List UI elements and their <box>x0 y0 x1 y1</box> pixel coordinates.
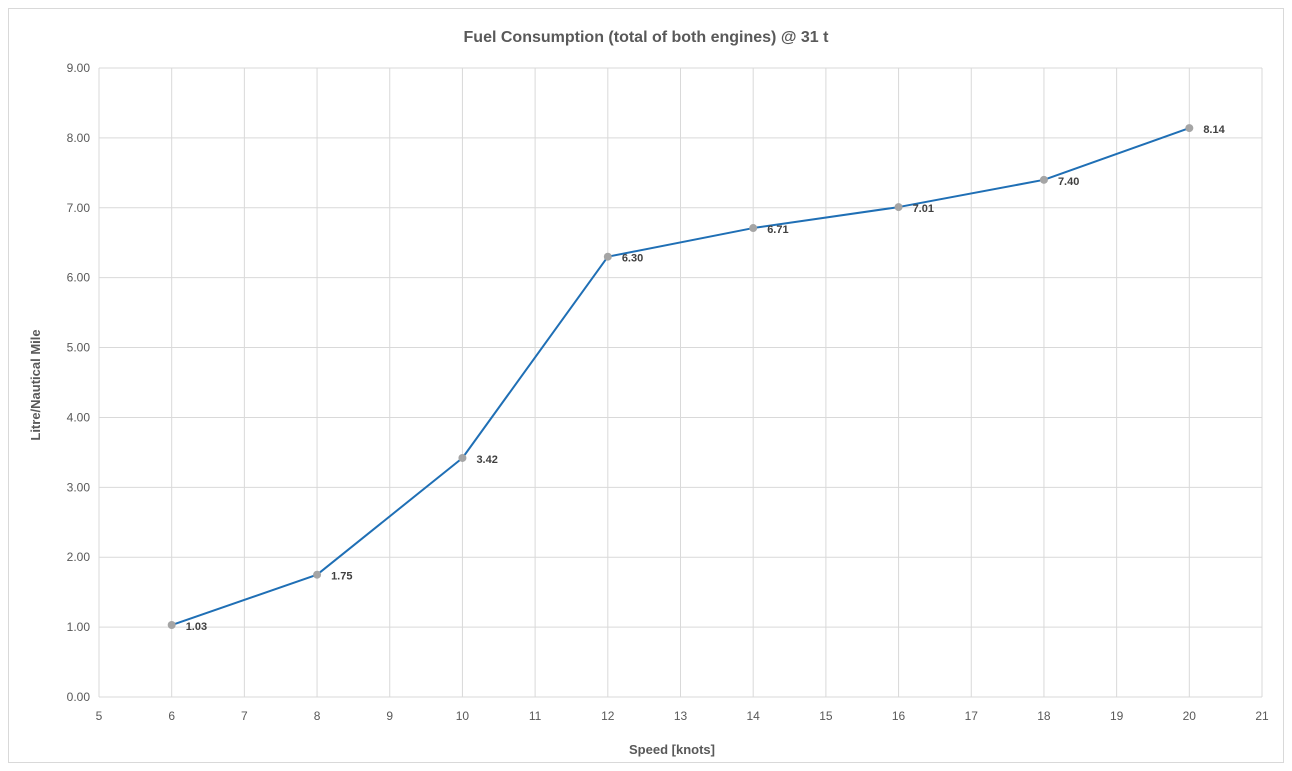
y-tick-label: 1.00 <box>67 620 91 634</box>
x-tick-label: 8 <box>314 709 321 723</box>
gridlines <box>98 67 1263 698</box>
data-point <box>894 203 903 212</box>
data-point <box>458 453 467 462</box>
line-chart: 0.00 1.00 2.00 3.00 4.00 5.00 6.00 7.00 8.00 9.00… <box>28 29 1269 757</box>
data-label: 3.42 <box>476 454 497 466</box>
y-tick-label: 3.00 <box>67 480 91 494</box>
x-tick-label: 13 <box>674 709 688 723</box>
x-tick-label: 11 <box>529 709 542 723</box>
x-tick-label: 17 <box>965 709 979 723</box>
chart-title: Fuel Consumption (total of both engines)… <box>464 29 830 46</box>
data-point <box>1185 124 1194 133</box>
x-tick-label: 18 <box>1037 709 1051 723</box>
x-tick-label: 9 <box>386 709 393 723</box>
x-tick-label: 19 <box>1110 709 1124 723</box>
data-point <box>1039 175 1048 184</box>
x-tick-label: 5 <box>96 709 103 723</box>
y-tick-label: 0.00 <box>67 690 91 704</box>
data-label: 8.14 <box>1203 124 1225 136</box>
y-tick-label: 5.00 <box>67 341 91 355</box>
x-tick-label: 15 <box>819 709 833 723</box>
data-label: 6.71 <box>767 224 788 236</box>
data-label: 7.01 <box>913 203 934 215</box>
y-tick-label: 8.00 <box>67 131 91 145</box>
y-tick-label: 7.00 <box>67 201 91 215</box>
x-tick-label: 6 <box>168 709 175 723</box>
series-fuel-consumption <box>167 124 1194 630</box>
x-tick-label: 10 <box>456 709 470 723</box>
data-point <box>313 570 322 579</box>
data-point <box>167 621 176 630</box>
data-label: 1.03 <box>186 621 207 633</box>
y-axis-title: Litre/Nautical Mile <box>28 329 43 440</box>
series-line <box>171 127 1190 626</box>
x-tick-label: 14 <box>747 709 761 723</box>
x-tick-label: 7 <box>241 709 248 723</box>
data-point <box>603 252 612 261</box>
y-tick-label: 9.00 <box>67 61 91 75</box>
data-label: 1.75 <box>331 571 352 583</box>
y-tick-label: 6.00 <box>67 271 91 285</box>
data-label: 6.30 <box>622 253 643 265</box>
x-tick-label: 21 <box>1255 709 1269 723</box>
y-tick-label: 2.00 <box>67 550 91 564</box>
axes: 0.00 1.00 2.00 3.00 4.00 5.00 6.00 7.00 8.00 9.00… <box>67 61 1269 723</box>
chart-frame: 0.00 1.00 2.00 3.00 4.00 5.00 6.00 7.00 8.00 9.00… <box>8 8 1284 763</box>
data-labels: 1.03 1.75 3.42 6.30 6.71 7.01 7.40 8.14 <box>186 124 1226 633</box>
x-tick-label: 20 <box>1183 709 1197 723</box>
x-tick-label: 16 <box>892 709 906 723</box>
data-label: 7.40 <box>1058 176 1079 188</box>
x-tick-label: 12 <box>601 709 615 723</box>
x-axis-title: Speed [knots] <box>629 742 715 757</box>
y-tick-label: 4.00 <box>67 410 91 424</box>
data-point <box>749 224 758 233</box>
